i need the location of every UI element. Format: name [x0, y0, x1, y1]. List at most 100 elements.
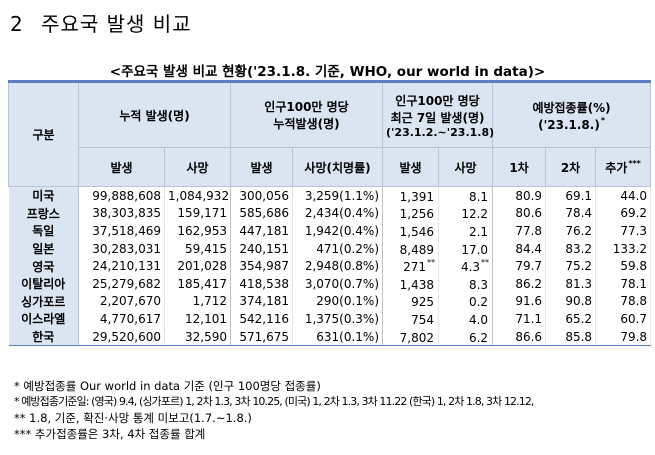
country-cell: 이스라엘 — [8, 310, 79, 328]
pm-deaths-cell: 2,948(0.8%) — [292, 257, 384, 275]
recent-deaths-value: 0.2 — [468, 295, 489, 310]
dose2-cell: 83.2 — [545, 239, 597, 258]
recent-deaths-value: 2.1 — [468, 224, 489, 239]
subheader-cases: 발생 — [78, 147, 165, 187]
cases-cell: 2,207,670 — [78, 292, 165, 311]
pm-deaths-cell: 2,434(0.4%) — [292, 204, 384, 223]
dose2-cell: 78.4 — [545, 204, 597, 223]
deaths-cell: 1,712 — [164, 292, 232, 311]
header-vaccination-date: ('23.1.8.) — [538, 117, 600, 132]
table-row: 프랑스 38,303,835 159,171 585,686 2,434(0.4… — [8, 204, 652, 223]
dose2-cell: 75.2 — [545, 257, 597, 275]
recent-deaths-cell: 8.3 — [438, 274, 494, 293]
country-cell: 독일 — [8, 222, 79, 240]
recent-deaths-cell: 2.1 — [438, 222, 494, 240]
deaths-cell: 32,590 — [164, 327, 232, 347]
country-cell: 일본 — [8, 239, 79, 258]
recent-deaths-cell: 12.2 — [438, 204, 494, 223]
deaths-cell: 162,953 — [164, 222, 232, 240]
footnote: *** 추가접종률은 3차, 4차 접종률 합계 — [14, 427, 206, 441]
deaths-cell: 201,028 — [164, 257, 232, 275]
dose2-cell: 76.2 — [545, 222, 597, 240]
booster-cell: 60.7 — [595, 310, 652, 328]
country-cell: 싱가포르 — [8, 292, 79, 311]
recent-cases-cell: 8,489 — [382, 239, 440, 258]
deaths-cell: 59,415 — [164, 239, 232, 258]
footnote: ** 1.8, 기준, 확진·사망 통계 미보고(1.7.~1.8.) — [14, 411, 252, 425]
header-category: 구분 — [8, 80, 79, 187]
cases-cell: 38,303,835 — [78, 204, 165, 223]
subheader-recent-deaths: 사망 — [438, 147, 494, 187]
header-pm-recent-line2: 최근 7일 발생(명) — [390, 110, 485, 125]
page-heading: 2 주요국 발생 비교 — [10, 8, 192, 37]
deaths-cell: 185,417 — [164, 274, 232, 293]
recent-cases-value: 7,802 — [399, 330, 435, 345]
recent-deaths-value: 4.3 — [460, 260, 481, 275]
pm-deaths-cell: 3,259(1.1%) — [292, 186, 384, 205]
pm-cases-cell: 571,675 — [230, 327, 294, 347]
country-cell: 영국 — [8, 257, 79, 275]
booster-cell: 69.2 — [595, 204, 652, 223]
recent-cases-cell: 754 — [382, 310, 440, 328]
recent-cases-value: 1,438 — [399, 277, 435, 292]
booster-cell: 133.2 — [595, 239, 652, 258]
recent-deaths-value: 12.2 — [461, 207, 489, 222]
pm-deaths-cell: 471(0.2%) — [292, 239, 384, 258]
pm-deaths-cell: 1,942(0.4%) — [292, 222, 384, 240]
pm-deaths-cell: 1,375(0.3%) — [292, 310, 384, 328]
recent-deaths-value: 4.0 — [468, 312, 489, 327]
table-row: 이스라엘 4,770,617 12,101 542,116 1,375(0.3%… — [8, 310, 652, 328]
recent-deaths-value: 17.0 — [461, 242, 489, 257]
dose2-cell: 65.2 — [545, 310, 597, 328]
footnote: * 예방접종기준일: (영국) 9.4, (싱가포르) 1, 2차 1.3, 3… — [14, 395, 534, 408]
recent-cases-value: 1,391 — [399, 189, 435, 204]
country-cell: 미국 — [8, 186, 79, 205]
booster-cell: 77.3 — [595, 222, 652, 240]
cases-cell: 37,518,469 — [78, 222, 165, 240]
table-row: 영국 24,210,131 201,028 354,987 2,948(0.8%… — [8, 257, 652, 275]
deaths-cell: 12,101 — [164, 310, 232, 328]
recent-deaths-cell: 6.2 — [438, 327, 494, 347]
dose1-cell: 77.8 — [492, 222, 547, 240]
recent-cases-value: 925 — [411, 295, 435, 310]
recent-deaths-cell: 8.1 — [438, 186, 494, 205]
pm-cases-cell: 240,151 — [230, 239, 294, 258]
cases-cell: 99,888,608 — [78, 186, 165, 205]
pm-cases-cell: 585,686 — [230, 204, 294, 223]
header-vaccination-line1: 예방접종률(%) — [532, 100, 611, 115]
recent-deaths-cell: 4.0 — [438, 310, 494, 328]
subheader-pm-cases: 발생 — [230, 147, 294, 187]
recent-cases-value: 1,256 — [399, 207, 435, 222]
pm-cases-cell: 542,116 — [230, 310, 294, 328]
header-pm-recent-line3: ('23.1.2.~'23.1.8) — [386, 125, 495, 139]
table-row: 독일 37,518,469 162,953 447,181 1,942(0.4%… — [8, 222, 652, 240]
recent-cases-cell: 1,546 — [382, 222, 440, 240]
dose1-cell: 71.1 — [492, 310, 547, 328]
header-cumulative: 누적 발생(명) — [77, 80, 232, 148]
deaths-cell: 159,171 — [164, 204, 232, 223]
subheader-booster: 추가*** — [595, 147, 652, 187]
comparison-table: 구분 누적 발생(명) 인구100만 명당 누적발생(명) 인구100만 명당 … — [8, 80, 652, 347]
recent-cases-cell: 1,391 — [382, 186, 440, 205]
recent-deaths-cell: 4.3** — [438, 257, 494, 275]
subheader-booster-label: 추가 — [605, 160, 628, 175]
cases-cell: 24,210,131 — [78, 257, 165, 275]
cases-cell: 25,279,682 — [78, 274, 165, 293]
country-cell: 프랑스 — [8, 204, 79, 223]
footnotes: * 예방접종률 Our world in data 기준 (인구 100명당 접… — [14, 378, 534, 442]
recent-cases-value: 754 — [411, 312, 435, 327]
dose1-cell: 84.4 — [492, 239, 547, 258]
country-cell: 이탈리아 — [8, 274, 79, 293]
booster-cell: 78.8 — [595, 292, 652, 311]
footnote: * 예방접종률 Our world in data 기준 (인구 100명당 접… — [14, 379, 321, 393]
deaths-cell: 1,084,932 — [164, 186, 232, 205]
pm-cases-cell: 300,056 — [230, 186, 294, 205]
dose1-cell: 91.6 — [492, 292, 547, 311]
recent-deaths-cell: 17.0 — [438, 239, 494, 258]
pm-cases-cell: 374,181 — [230, 292, 294, 311]
header-vaccination-line2: ('23.1.8.)* — [496, 116, 647, 132]
header-vaccination-mark: * — [600, 115, 605, 125]
dose1-cell: 86.2 — [492, 274, 547, 293]
subheader-dose1: 1차 — [492, 147, 547, 187]
dose1-cell: 86.6 — [492, 327, 547, 347]
